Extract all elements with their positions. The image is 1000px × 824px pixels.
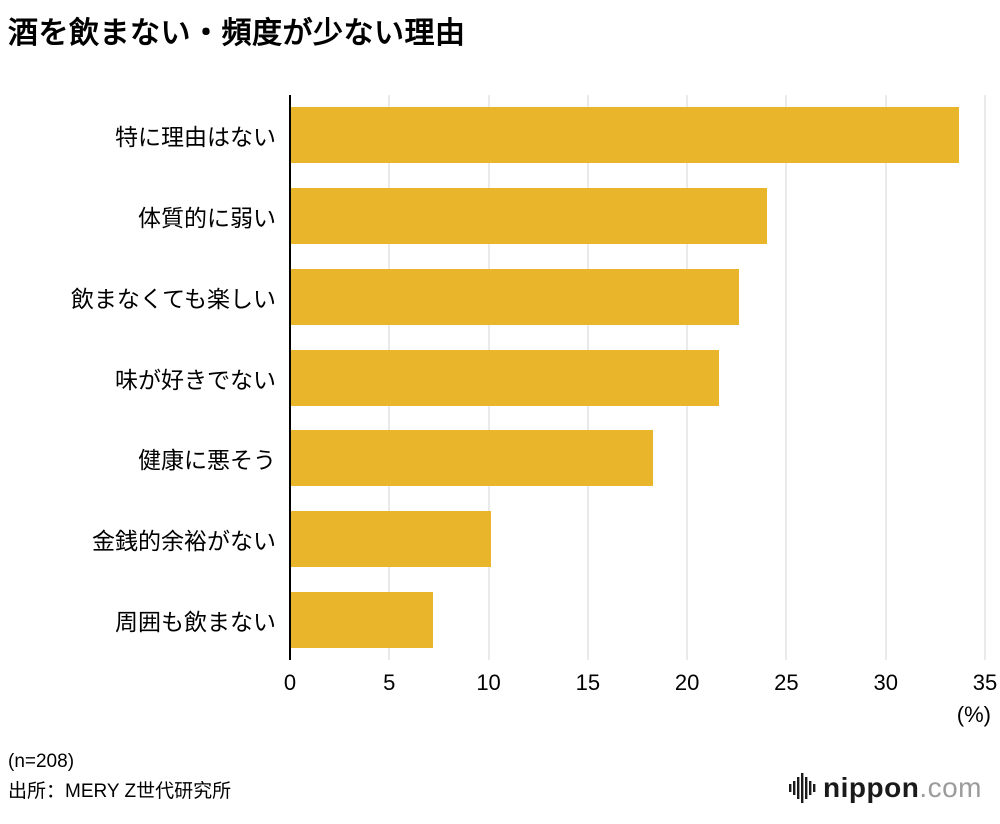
x-tick-label: 5	[383, 670, 396, 695]
footer-notes: (n=208) 出所：MERY Z世代研究所	[8, 747, 231, 806]
x-tick-label: 0	[283, 670, 297, 695]
x-tick-label: 35	[972, 670, 998, 695]
soundwave-icon	[789, 773, 816, 803]
gridline	[785, 95, 787, 660]
category-label: 周囲も飲まない	[115, 608, 276, 635]
chart-title: 酒を飲まない・頻度が少ない理由	[8, 17, 466, 50]
bar-row: 飲まなくても楽しい	[0, 256, 985, 337]
bar	[290, 349, 719, 406]
bar-row: 健康に悪そう	[0, 418, 985, 499]
bar-row: 体質的に弱い	[0, 176, 985, 257]
bar	[290, 107, 960, 164]
category-label: 特に理由はない	[115, 124, 276, 151]
bar-track	[290, 579, 985, 660]
bar	[290, 268, 739, 325]
source-note: 出所：MERY Z世代研究所	[8, 780, 232, 802]
x-tick-label: 10	[476, 670, 501, 695]
bar-rows: 特に理由はない体質的に弱い飲まなくても楽しい味が好きでない健康に悪そう金銭的余裕…	[0, 95, 985, 660]
bar-row: 周囲も飲まない	[0, 579, 985, 660]
bar	[290, 591, 433, 648]
plot-area: 特に理由はない体質的に弱い飲まなくても楽しい味が好きでない健康に悪そう金銭的余裕…	[0, 95, 986, 660]
x-axis: (%) 0 5 10 15 20 25 30 35	[284, 660, 997, 730]
bar	[290, 510, 491, 567]
logo-text: nippon .com	[823, 772, 982, 804]
category-label: 金銭的余裕がない	[92, 527, 276, 554]
bar	[290, 430, 654, 487]
gridline	[984, 95, 986, 660]
category-label: 体質的に弱い	[138, 205, 276, 232]
bar-track	[290, 176, 985, 257]
bar-chart: 特に理由はない体質的に弱い飲まなくても楽しい味が好きでない健康に悪そう金銭的余裕…	[0, 95, 997, 730]
logo-tld: .com	[919, 772, 982, 803]
x-tick-label: 15	[575, 670, 601, 695]
bar	[290, 188, 767, 245]
percent-unit-label: (%)	[956, 702, 991, 727]
x-tick-label: 25	[774, 670, 799, 695]
category-label: 飲まなくても楽しい	[70, 285, 276, 312]
bar-row: 金銭的余裕がない	[0, 499, 985, 580]
x-tick-label: 30	[873, 670, 898, 695]
x-tick-label: 20	[674, 670, 700, 695]
bar-row: 味が好きでない	[0, 337, 985, 418]
nippon-logo: nippon .com	[789, 772, 982, 804]
bar-track	[290, 418, 985, 499]
sample-size-note: (n=208)	[8, 751, 75, 773]
y-axis-line	[289, 95, 291, 660]
gridline	[885, 95, 887, 660]
bar-track	[290, 256, 985, 337]
bar-track	[290, 499, 985, 580]
bar-track	[290, 95, 985, 176]
category-label: 健康に悪そう	[138, 447, 276, 474]
category-label: 味が好きでない	[115, 366, 276, 393]
logo-name: nippon	[823, 772, 920, 803]
bar-track	[290, 337, 985, 418]
bar-row: 特に理由はない	[0, 95, 985, 176]
